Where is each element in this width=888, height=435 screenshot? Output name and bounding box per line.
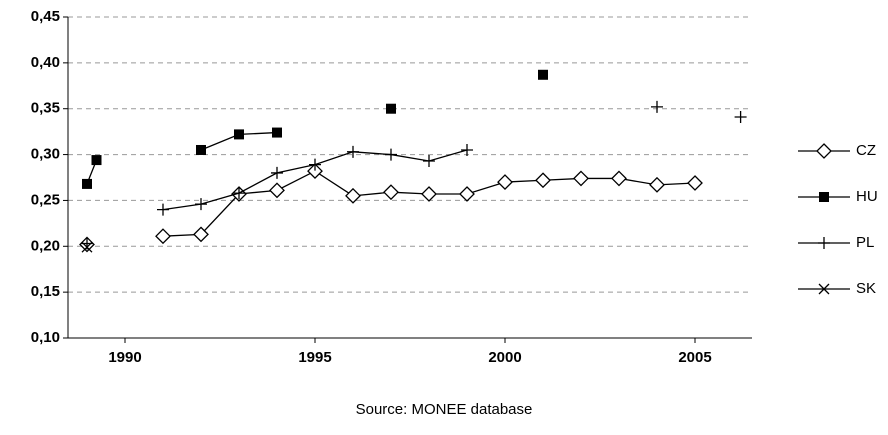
data-point [81, 241, 93, 253]
data-point [195, 198, 207, 211]
data-point [345, 187, 361, 204]
data-point [423, 154, 435, 167]
data-point [155, 228, 171, 245]
data-point [347, 145, 359, 158]
legend-label: SK [856, 280, 876, 297]
legend-marker [818, 237, 830, 249]
data-point [193, 226, 209, 243]
legend-marker [816, 143, 832, 159]
data-point [271, 166, 283, 179]
data-point [91, 155, 102, 166]
x-tick-label: 1990 [108, 349, 141, 366]
x-tick-label: 2005 [678, 349, 711, 366]
source-note: Source: MONEE database [356, 401, 533, 418]
data-point [233, 187, 245, 200]
legend-label: CZ [856, 142, 876, 159]
data-point [649, 176, 665, 193]
data-point [386, 103, 396, 114]
data-point [307, 163, 323, 179]
data-point [309, 158, 321, 171]
data-point [459, 186, 475, 202]
y-tick-label: 0,10 [31, 329, 60, 346]
y-tick-label: 0,35 [31, 100, 60, 117]
legend-label: HU [856, 188, 878, 205]
data-point [497, 174, 513, 191]
data-point [687, 175, 703, 191]
data-point [385, 148, 397, 161]
x-tick-label: 2000 [488, 349, 521, 366]
series-line [163, 117, 741, 210]
data-point [461, 143, 473, 156]
data-point [157, 203, 169, 216]
data-point [272, 127, 282, 138]
data-point [383, 184, 399, 201]
data-point [269, 182, 285, 199]
legend-marker [819, 192, 829, 202]
y-tick-label: 0,40 [31, 54, 60, 71]
y-tick-label: 0,45 [31, 8, 60, 25]
y-tick-label: 0,25 [31, 191, 60, 208]
data-point [196, 144, 206, 155]
y-tick-label: 0,20 [31, 237, 60, 254]
data-point [734, 110, 747, 123]
legend-label: PL [856, 234, 874, 251]
y-tick-label: 0,30 [31, 146, 60, 163]
data-point [82, 178, 92, 189]
y-tick-label: 0,15 [31, 283, 60, 300]
legend-marker [818, 283, 830, 295]
x-tick-label: 1995 [298, 349, 331, 366]
data-point [611, 170, 627, 187]
data-point [421, 186, 437, 202]
data-point [573, 170, 589, 187]
data-point [538, 69, 548, 80]
data-point [535, 172, 551, 189]
data-point [234, 129, 244, 140]
data-point [651, 100, 663, 113]
